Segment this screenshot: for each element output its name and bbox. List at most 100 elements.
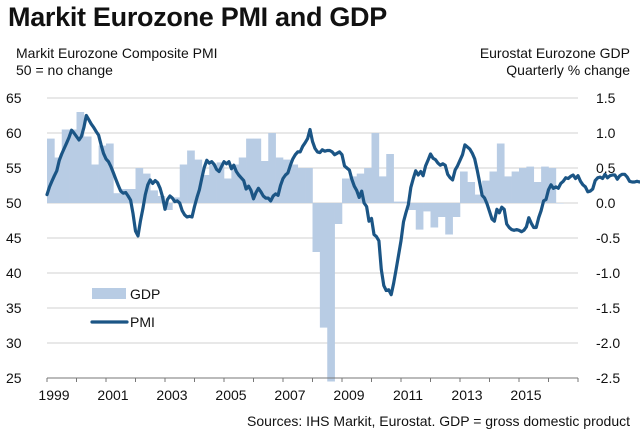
right-tick-label: -1.0 — [596, 265, 620, 281]
gdp-bar — [452, 203, 461, 217]
right-tick-label: -0.5 — [596, 230, 620, 246]
x-tick-label: 2007 — [274, 387, 305, 403]
gdp-bar — [482, 180, 490, 203]
right-axis-label: Eurostat Eurozone GDP Quarterly % change — [480, 45, 630, 79]
right-tick-label: 1.0 — [596, 125, 616, 141]
gdp-bar — [268, 133, 276, 203]
gdp-bar — [69, 129, 77, 203]
gdp-bar — [342, 178, 350, 203]
gdp-bar — [297, 168, 306, 203]
right-tick-label: 1.5 — [596, 90, 616, 106]
gdp-bar — [541, 166, 549, 203]
gdp-bar — [61, 129, 70, 203]
left-tick-label: 50 — [6, 195, 22, 211]
legend-pmi-label: PMI — [130, 314, 155, 330]
left-tick-label: 25 — [6, 370, 22, 386]
gdp-bar — [179, 164, 188, 203]
gdp-bar — [437, 203, 446, 217]
right-tick-label: 0.0 — [596, 195, 616, 211]
gdp-bar — [246, 138, 254, 203]
gdp-bars — [47, 112, 564, 382]
left-tick-label: 55 — [6, 160, 22, 176]
left-tick-label: 45 — [6, 230, 22, 246]
gdp-bar — [511, 171, 520, 203]
gdp-bar — [283, 159, 291, 203]
x-tick-label: 2009 — [333, 387, 364, 403]
gdp-bar — [165, 203, 173, 210]
legend-gdp-label: GDP — [130, 286, 160, 302]
gdp-bar — [423, 203, 431, 212]
gdp-bar — [496, 143, 505, 203]
gdp-bar — [408, 203, 417, 210]
gdp-bar — [312, 203, 321, 252]
gdp-bar — [327, 203, 335, 382]
gdp-bar — [526, 166, 535, 203]
gdp-bar — [290, 164, 299, 203]
chart-title: Markit Eurozone PMI and GDP — [8, 2, 387, 32]
right-tick-label: -2.5 — [596, 370, 620, 386]
left-axis-label-line-2: 50 = no change — [16, 62, 113, 78]
gdp-bar — [364, 168, 372, 203]
gdp-bar — [334, 203, 343, 224]
gdp-bar — [386, 154, 394, 203]
gdp-bar — [47, 138, 55, 203]
gdp-bar — [113, 193, 122, 203]
left-axis-label: Markit Eurozone Composite PMI 50 = no ch… — [16, 45, 218, 79]
gdp-bar — [460, 171, 468, 203]
gdp-bar — [76, 112, 85, 203]
right-axis-label-line-1: Eurostat Eurozone GDP — [479, 45, 630, 61]
x-tick-label: 2015 — [510, 387, 541, 403]
x-tick-label: 1999 — [38, 387, 69, 403]
legend-gdp-swatch — [92, 288, 126, 299]
gdp-bar — [378, 176, 387, 203]
gdp-bar — [91, 164, 99, 203]
gdp-bar — [555, 203, 564, 204]
x-tick-label: 2011 — [393, 387, 423, 403]
gdp-bar — [504, 176, 512, 203]
x-tick-label: 2013 — [451, 387, 482, 403]
right-tick-label: 0.5 — [596, 160, 616, 176]
gdp-bar — [83, 136, 92, 203]
gdp-bar — [319, 203, 328, 328]
gdp-bar — [260, 161, 269, 203]
gdp-bar — [415, 203, 424, 230]
gdp-bar — [150, 190, 158, 203]
x-tick-label: 2001 — [97, 387, 128, 403]
gdp-bar — [467, 182, 476, 203]
gdp-bar — [445, 203, 453, 235]
gdp-bar — [194, 159, 203, 203]
gdp-bar — [135, 168, 144, 203]
pmi-line-group — [45, 113, 640, 297]
gdp-bar — [98, 145, 107, 203]
gdp-bar — [201, 175, 210, 203]
gdp-bar — [349, 176, 358, 203]
x-tick-label: 2005 — [215, 387, 246, 403]
source-note: Sources: IHS Markit, Eurostat. GDP = gro… — [247, 413, 630, 429]
right-tick-label: -1.5 — [596, 300, 620, 316]
legend: GDP PMI — [90, 286, 160, 330]
gdp-bar — [519, 168, 527, 203]
left-axis-label-line-1: Markit Eurozone Composite PMI — [16, 45, 218, 61]
gdp-bar — [224, 178, 232, 203]
gdp-bar — [371, 133, 380, 203]
gdp-bar — [401, 201, 409, 203]
gdp-bar — [128, 189, 136, 203]
gdp-bar — [231, 164, 240, 203]
left-tick-label: 65 — [6, 90, 22, 106]
gdp-bar — [253, 138, 262, 203]
left-tick-label: 30 — [6, 335, 22, 351]
gdp-bar — [106, 143, 114, 203]
gdp-bar — [187, 150, 195, 203]
left-tick-label: 35 — [6, 300, 22, 316]
axes: 65 60 55 50 45 40 35 30 25 1.5 1.0 0.5 0.0 -0.5 -1.0 -1… — [6, 90, 620, 403]
gdp-bar — [533, 182, 542, 203]
gdp-bar — [393, 201, 402, 203]
x-tick-label: 2003 — [156, 387, 187, 403]
right-tick-label: -2.0 — [596, 335, 620, 351]
gdp-bar — [120, 189, 129, 203]
gdp-bar — [305, 168, 313, 203]
gdp-bar — [275, 157, 284, 203]
gdp-bar — [356, 173, 365, 203]
gdp-bar — [489, 171, 498, 203]
left-tick-label: 60 — [6, 125, 22, 141]
